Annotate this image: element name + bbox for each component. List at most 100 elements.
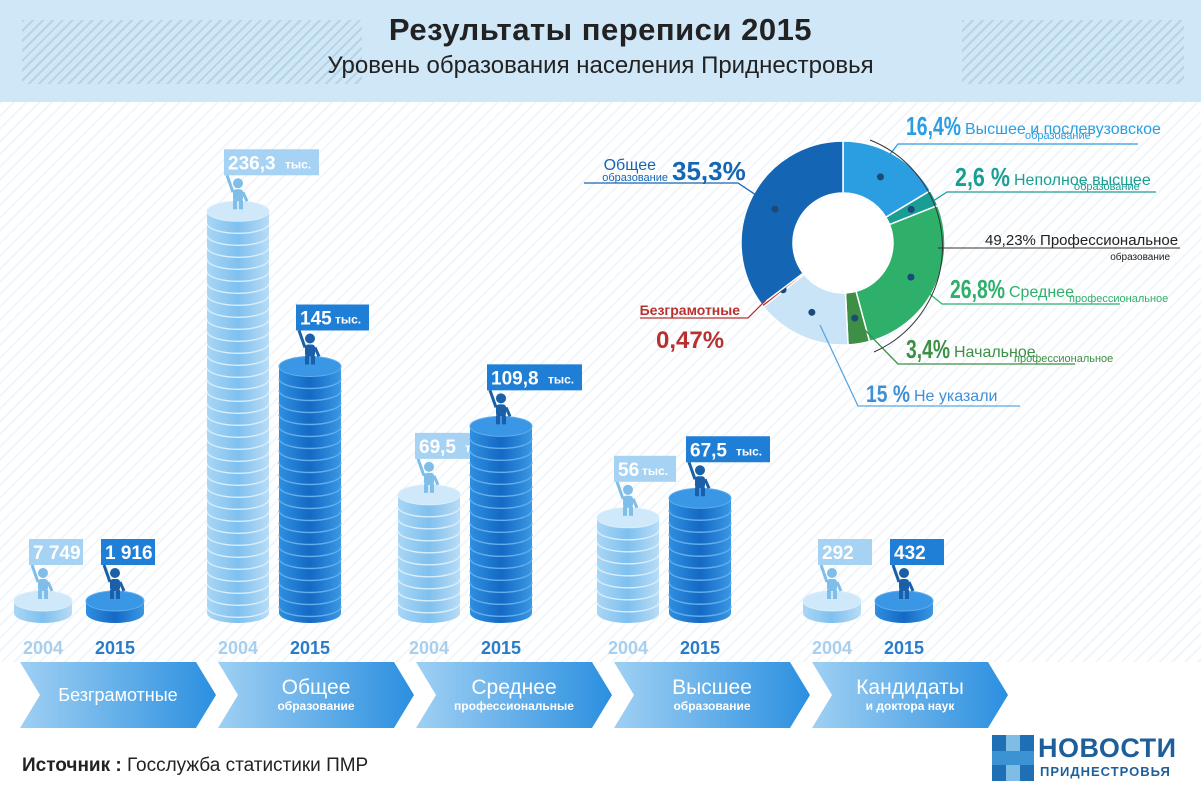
cylinder-ring xyxy=(206,607,270,618)
cylinder-top-2015-1 xyxy=(278,356,342,377)
slice-label-1: Неполное высшее xyxy=(1014,172,1151,189)
cylinder-ring xyxy=(206,499,270,510)
slice-pct-2: 26,8% xyxy=(950,274,1005,304)
header-hatch-left xyxy=(22,20,362,84)
year-label-2015: 2015 xyxy=(884,638,924,658)
year-label-2015: 2015 xyxy=(481,638,521,658)
source-label: Источник : xyxy=(22,755,122,776)
cylinder-ring xyxy=(206,283,270,294)
cylinder-ring xyxy=(206,355,270,366)
person-icon xyxy=(819,564,843,599)
slice-sublabel-6: образование xyxy=(602,172,668,184)
cylinder-bar-2015-1 xyxy=(279,366,341,623)
cylinder-ring xyxy=(469,498,533,510)
year-label-2004: 2004 xyxy=(608,638,648,658)
cylinder-ring xyxy=(469,534,533,546)
cylinder-ring xyxy=(278,522,342,534)
cylinder-ring xyxy=(668,558,732,569)
cylinder-ring xyxy=(596,565,660,577)
cylinder-bar-2004-3 xyxy=(597,517,659,623)
value-label-2015-3: 67,5 xyxy=(690,440,727,461)
person-icon xyxy=(297,330,321,365)
cylinder-ring xyxy=(469,450,533,462)
value-label-2004-1: 236,3 xyxy=(228,153,276,174)
category-arrow-2 xyxy=(416,662,612,728)
value-unit: тыс. xyxy=(736,444,762,458)
cylinder-ring xyxy=(206,475,270,486)
cylinder-ring xyxy=(206,427,270,438)
slice-dot-3 xyxy=(851,314,859,322)
cylinder-ring xyxy=(668,582,732,593)
cylinder-ring xyxy=(278,426,342,438)
slice-dot-2 xyxy=(907,273,915,281)
cylinder-ring xyxy=(206,535,270,546)
slice-pct-5: 0,47% xyxy=(656,327,724,354)
person-icon xyxy=(102,564,126,599)
cylinder-ring xyxy=(206,439,270,450)
cylinder-ring xyxy=(668,510,732,521)
cylinder-top-2004-3 xyxy=(596,507,660,529)
leader-line-1 xyxy=(923,191,1156,208)
cylinder-ring xyxy=(206,247,270,258)
leader-line-0 xyxy=(869,143,1138,181)
slice-label-4: Не указали xyxy=(914,388,997,405)
year-label-2015: 2015 xyxy=(290,638,330,658)
cylinder-top-2004-1 xyxy=(206,200,270,222)
cylinder-ring xyxy=(278,570,342,582)
cylinder-ring xyxy=(278,414,342,426)
cylinder-ring xyxy=(278,474,342,486)
cylinder-ring xyxy=(596,529,660,541)
header-hatch-right xyxy=(962,20,1184,84)
pie-slice-2 xyxy=(855,204,946,343)
cylinder-ring xyxy=(397,590,461,602)
cylinder-ring xyxy=(596,601,660,613)
leader-line-3 xyxy=(859,324,1075,365)
slice-label-2: Среднее xyxy=(1009,284,1074,301)
person-icon xyxy=(891,564,915,599)
cylinder-ring xyxy=(397,566,461,578)
cylinder-ring xyxy=(278,546,342,558)
year-label-2004: 2004 xyxy=(23,638,63,658)
pie-slice-6 xyxy=(740,140,844,306)
person-icon xyxy=(30,564,54,599)
slice-pct-3: 3,4% xyxy=(906,334,950,364)
year-label-2015: 2015 xyxy=(680,638,720,658)
category-arrow-1 xyxy=(218,662,414,728)
logo-title: НОВОСТИ xyxy=(1038,733,1177,763)
cylinder-ring xyxy=(206,463,270,474)
cylinder-ring xyxy=(278,462,342,474)
news-logo: НОВОСТИ ПРИДНЕСТРОВЬЯ xyxy=(992,733,1192,785)
cylinder-ring xyxy=(206,367,270,378)
cylinder-ring xyxy=(278,390,342,402)
cylinder-ring xyxy=(206,559,270,570)
slice-sublabel-0: образование xyxy=(1025,130,1091,142)
leader-line-4 xyxy=(819,324,1020,407)
cylinder-ring xyxy=(278,450,342,462)
cylinder-bar-2004-1 xyxy=(207,211,269,623)
category-sublabel-3: образование xyxy=(673,699,750,713)
cylinder-ring xyxy=(206,379,270,390)
slice-pct-6: 35,3% xyxy=(672,156,746,186)
value-unit: тыс. xyxy=(285,157,311,171)
value-label-2004-3: 56 xyxy=(618,460,639,481)
cylinder-ring xyxy=(469,546,533,558)
person-icon xyxy=(416,458,440,493)
slice-pct-1: 2,6 % xyxy=(955,162,1010,192)
slice-sublabel-2: профессиональное xyxy=(1069,293,1168,305)
cylinder-ring xyxy=(206,235,270,246)
year-label-2004: 2004 xyxy=(812,638,852,658)
value-label-2004-2: 69,5 xyxy=(419,437,456,458)
value-tag xyxy=(101,539,155,565)
cylinder-ring xyxy=(206,343,270,354)
year-label-2004: 2004 xyxy=(409,638,449,658)
cylinder-top-2015-0 xyxy=(85,590,145,612)
person-icon xyxy=(687,461,711,497)
value-tag xyxy=(890,539,944,565)
cylinder-top-2004-2 xyxy=(397,484,461,506)
value-label-2015-1: 145 xyxy=(300,309,332,330)
value-tag xyxy=(818,539,872,565)
cylinder-ring xyxy=(278,558,342,570)
category-sublabel-1: образование xyxy=(277,699,354,713)
category-label-0: Безграмотные xyxy=(58,685,177,705)
